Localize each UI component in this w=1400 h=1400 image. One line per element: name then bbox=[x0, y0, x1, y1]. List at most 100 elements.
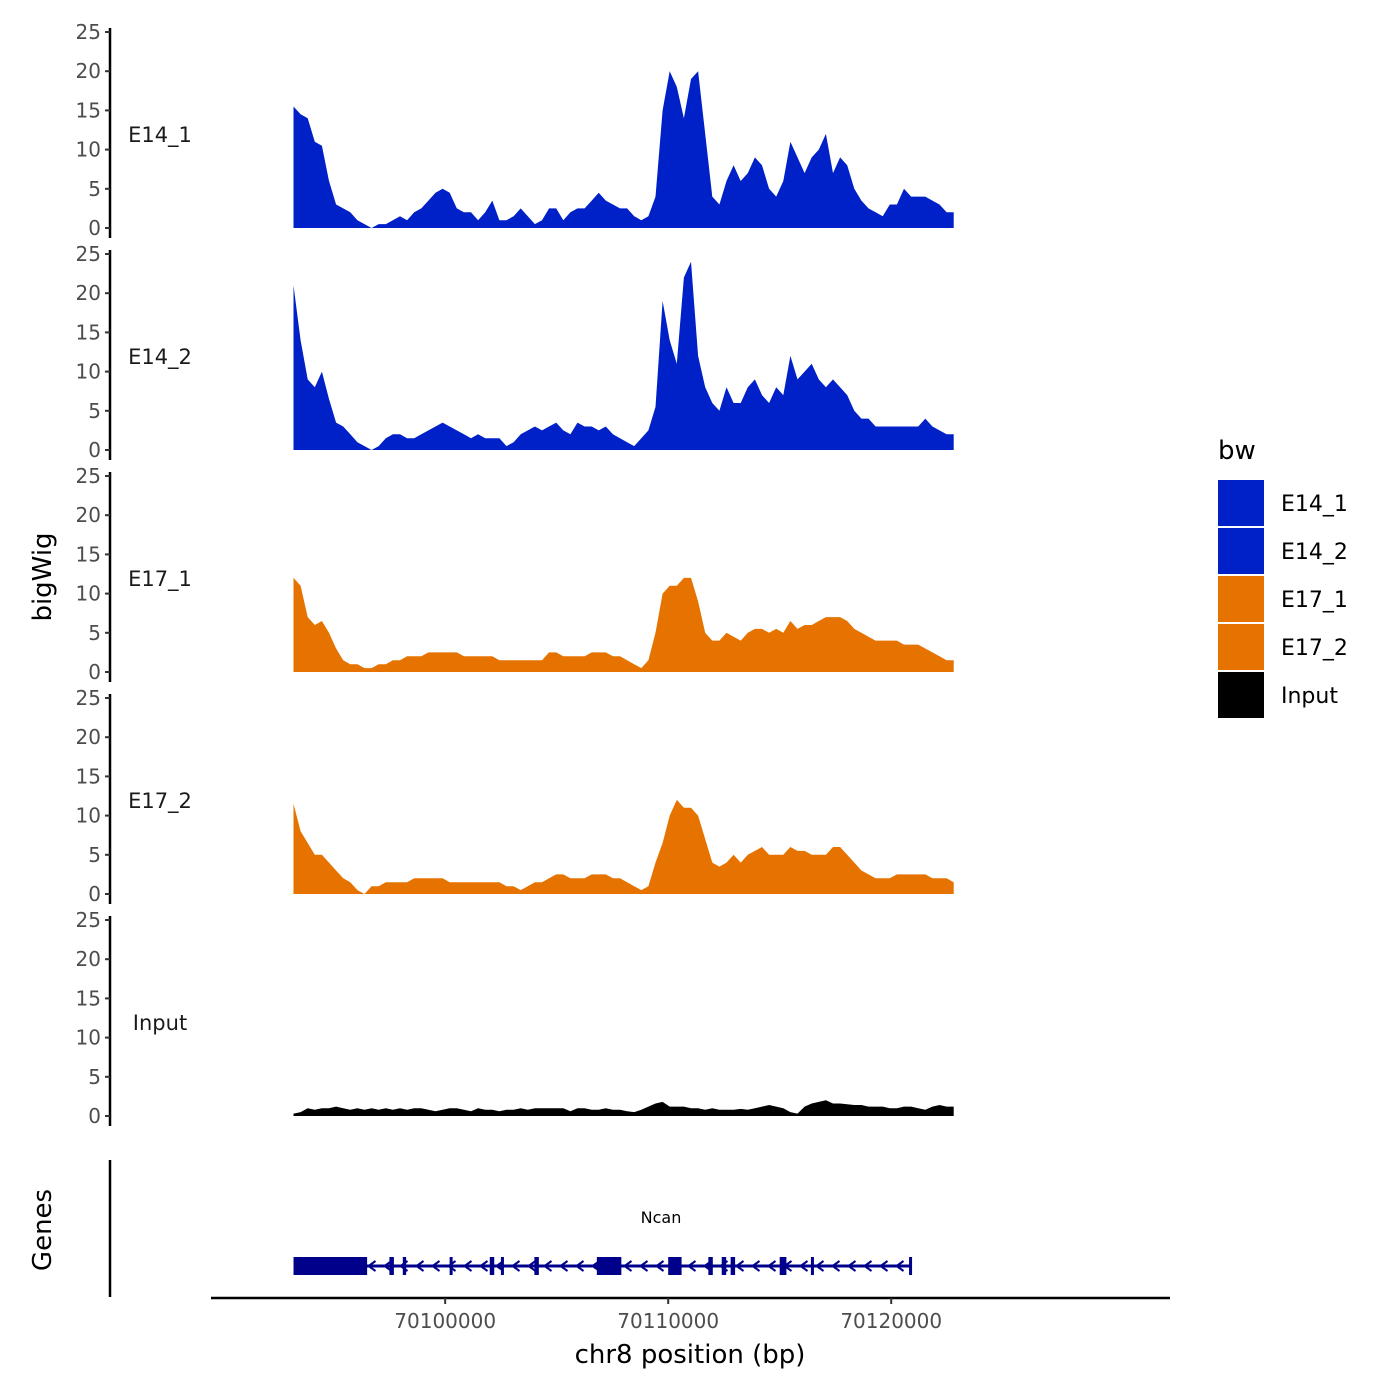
strand-arrow bbox=[654, 1260, 665, 1272]
strand-arrow bbox=[510, 1260, 521, 1272]
y-tick-label: 25 bbox=[76, 464, 101, 488]
gene-exon bbox=[708, 1257, 713, 1275]
legend-swatch-Input bbox=[1218, 672, 1264, 718]
strand-arrow bbox=[462, 1260, 473, 1272]
strand-arrow bbox=[894, 1260, 905, 1272]
gene-exon bbox=[730, 1257, 736, 1275]
strand-arrow bbox=[558, 1260, 569, 1272]
y-tick-label: 5 bbox=[88, 399, 101, 423]
strand-arrow bbox=[526, 1260, 537, 1272]
y-axis-title: bigWig bbox=[28, 532, 58, 621]
area-series-E17_2 bbox=[293, 799, 954, 894]
y-tick-label: 0 bbox=[88, 882, 101, 906]
track-label-E14_1: E14_1 bbox=[128, 123, 192, 148]
legend-label-E17_2: E17_2 bbox=[1281, 636, 1348, 661]
strand-arrow bbox=[734, 1260, 745, 1272]
x-tick-label: 70120000 bbox=[840, 1309, 942, 1333]
strand-arrow bbox=[366, 1260, 377, 1272]
legend-swatch-E17_2 bbox=[1218, 624, 1264, 670]
y-tick-label: 15 bbox=[76, 320, 101, 344]
gene-exon bbox=[489, 1257, 495, 1275]
gene-exon bbox=[779, 1257, 787, 1275]
track-panels: 0 5 10 15 20 25 E14_1 0 5 10 15 20 25 E14_2 0 5 10 15 20 25… bbox=[76, 20, 954, 1128]
track-label-E17_2: E17_2 bbox=[128, 789, 192, 814]
gene-exon bbox=[534, 1257, 539, 1275]
area-series-Input bbox=[293, 1100, 954, 1116]
strand-arrow bbox=[382, 1260, 393, 1272]
strand-arrow bbox=[622, 1260, 633, 1272]
strand-arrow bbox=[750, 1260, 761, 1272]
strand-arrow bbox=[686, 1260, 697, 1272]
legend-label-E17_1: E17_1 bbox=[1281, 588, 1348, 613]
strand-arrow bbox=[414, 1260, 425, 1272]
legend: bw E14_1 E14_2 E17_1 E17_2 Input bbox=[1218, 436, 1348, 718]
track-label-E17_1: E17_1 bbox=[128, 567, 192, 592]
y-tick-label: 15 bbox=[76, 542, 101, 566]
gene-exon bbox=[596, 1257, 622, 1275]
legend-title: bw bbox=[1218, 436, 1256, 466]
legend-swatch-E17_1 bbox=[1218, 576, 1264, 622]
track-E14_2: 0 5 10 15 20 25 E14_2 bbox=[76, 242, 954, 462]
gene-exon bbox=[668, 1257, 682, 1275]
strand-arrow bbox=[798, 1260, 809, 1272]
y-tick-label: 0 bbox=[88, 1104, 101, 1128]
gene-exon bbox=[721, 1257, 727, 1275]
y-tick-label: 20 bbox=[76, 503, 101, 527]
y-tick-label: 25 bbox=[76, 908, 101, 932]
legend-label-Input: Input bbox=[1281, 684, 1338, 709]
track-Input: 0 5 10 15 20 25 Input bbox=[76, 908, 954, 1128]
y-tick-label: 10 bbox=[76, 1026, 101, 1050]
y-tick-label: 10 bbox=[76, 804, 101, 828]
strand-arrow bbox=[814, 1260, 825, 1272]
area-series-E14_1 bbox=[293, 71, 954, 228]
strand-arrow bbox=[542, 1260, 553, 1272]
strand-arrow bbox=[430, 1260, 441, 1272]
track-E17_2: 0 5 10 15 20 25 E17_2 bbox=[76, 686, 954, 906]
y-tick-label: 0 bbox=[88, 216, 101, 240]
gene-exon bbox=[810, 1257, 814, 1275]
strand-arrow bbox=[878, 1260, 889, 1272]
track-label-E14_2: E14_2 bbox=[128, 345, 192, 370]
y-tick-label: 20 bbox=[76, 281, 101, 305]
y-tick-label: 25 bbox=[76, 242, 101, 266]
gene-exon bbox=[500, 1257, 504, 1275]
legend-label-E14_2: E14_2 bbox=[1281, 540, 1348, 565]
x-tick-label: 70100000 bbox=[394, 1309, 496, 1333]
legend-swatch-E14_1 bbox=[1218, 480, 1264, 526]
y-tick-label: 25 bbox=[76, 20, 101, 44]
track-E14_1: 0 5 10 15 20 25 E14_1 bbox=[76, 20, 954, 240]
x-axis: 70100000 70110000 70120000 bbox=[211, 1296, 1170, 1333]
legend-label-E14_1: E14_1 bbox=[1281, 492, 1348, 517]
strand-arrow bbox=[766, 1260, 777, 1272]
y-tick-label: 5 bbox=[88, 621, 101, 645]
area-series-E17_1 bbox=[293, 577, 954, 672]
strand-arrow bbox=[478, 1260, 489, 1272]
y-tick-label: 15 bbox=[76, 764, 101, 788]
strand-arrow bbox=[446, 1260, 457, 1272]
gene-exon bbox=[449, 1257, 453, 1275]
y-tick-label: 10 bbox=[76, 138, 101, 162]
strand-arrow bbox=[830, 1260, 841, 1272]
y-tick-label: 0 bbox=[88, 438, 101, 462]
y-tick-label: 0 bbox=[88, 660, 101, 684]
track-label-Input: Input bbox=[133, 1011, 187, 1035]
strand-arrow bbox=[846, 1260, 857, 1272]
y-tick-label: 10 bbox=[76, 582, 101, 606]
strand-arrow bbox=[574, 1260, 585, 1272]
x-tick-label: 70110000 bbox=[617, 1309, 719, 1333]
y-tick-label: 20 bbox=[76, 947, 101, 971]
y-tick-label: 20 bbox=[76, 59, 101, 83]
gene-track: Ncan bbox=[108, 1160, 913, 1297]
y-tick-label: 25 bbox=[76, 686, 101, 710]
y-tick-label: 10 bbox=[76, 360, 101, 384]
gene-exon bbox=[402, 1257, 407, 1275]
y-tick-label: 15 bbox=[76, 98, 101, 122]
gene-name-label: Ncan bbox=[641, 1208, 682, 1227]
genes-axis-title: Genes bbox=[28, 1189, 58, 1271]
strand-arrow bbox=[862, 1260, 873, 1272]
gene-exon bbox=[389, 1257, 394, 1275]
strand-arrow bbox=[638, 1260, 649, 1272]
gene-exon bbox=[293, 1257, 368, 1275]
x-axis-title: chr8 position (bp) bbox=[575, 1340, 806, 1370]
